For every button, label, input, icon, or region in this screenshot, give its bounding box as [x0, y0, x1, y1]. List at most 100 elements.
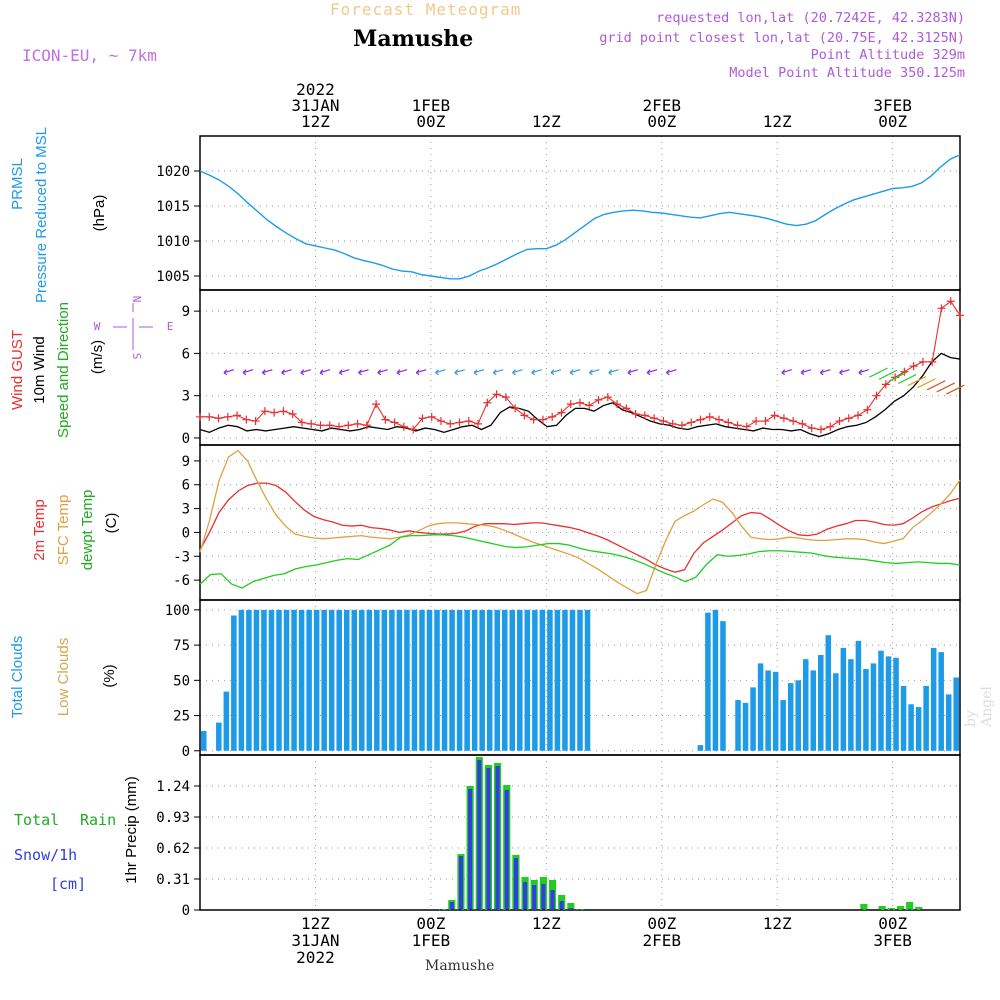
gust-marker	[548, 412, 557, 421]
total-cloud-bar	[411, 609, 418, 751]
compass-n: N	[130, 296, 143, 303]
wind-arrow	[917, 378, 936, 389]
gust-marker	[881, 380, 890, 389]
total-cloud-bar	[404, 609, 410, 751]
gust-marker	[900, 367, 909, 376]
total-cloud-bar	[517, 609, 523, 751]
wind-arrow	[473, 369, 485, 376]
wind-arrow	[839, 369, 850, 376]
gust-marker	[956, 311, 964, 320]
gust-marker	[409, 425, 418, 434]
snow-bar	[458, 856, 464, 910]
wind-arrow	[512, 369, 523, 376]
total-cloud-bar	[201, 731, 207, 751]
wind-arrow	[898, 373, 917, 385]
gust-line	[200, 300, 961, 431]
total-cloud-bar	[720, 621, 726, 751]
total-cloud-bar	[547, 609, 553, 751]
y-tick-label: 0.62	[156, 841, 190, 857]
wind-arrow	[646, 369, 658, 376]
top-time-label: 12Z	[301, 112, 330, 131]
precip-rain-label: Rain	[80, 811, 116, 829]
gust-marker	[854, 411, 863, 420]
bottom-time-label: 12Z	[763, 914, 792, 933]
wind-arrow	[319, 369, 331, 376]
wind-arrow	[907, 376, 927, 387]
y-tick-label: 9	[182, 304, 190, 320]
wind-line	[199, 352, 961, 438]
y-tick-label: 1005	[156, 269, 190, 285]
rain-bar	[906, 902, 914, 910]
total-cloud-bar	[780, 700, 786, 751]
gust-marker	[474, 419, 483, 428]
model-label: ICON-EU, ~ 7km	[22, 46, 157, 65]
snow-bar	[559, 901, 564, 910]
wind-arrow	[242, 369, 254, 376]
top-time-label: 00Z	[878, 112, 907, 131]
gust-marker	[307, 419, 316, 428]
top-time-label: 3FEB	[873, 96, 912, 115]
wind-arrow	[300, 369, 311, 376]
sfc-temp-label: SFC Temp	[55, 495, 72, 566]
snow-bar	[449, 902, 454, 910]
y-tick-label: 0	[182, 744, 190, 760]
total-cloud-bar	[712, 609, 719, 751]
gust-marker	[538, 415, 547, 424]
total-clouds-label: Total Clouds	[9, 636, 26, 719]
total-cloud-bar	[276, 609, 282, 751]
y-tick-label: 100	[165, 603, 190, 619]
total-cloud-bar	[750, 687, 756, 751]
gust-marker	[492, 390, 501, 399]
y-tick-label: 75	[173, 638, 190, 654]
gust-marker	[816, 425, 825, 434]
total-cloud-bar	[870, 663, 877, 751]
panel-frame	[199, 135, 961, 291]
bottom-time-label: 31JAN	[291, 931, 339, 950]
total-cloud-bar	[577, 609, 583, 751]
gust-marker	[520, 411, 529, 420]
gust-marker	[631, 410, 640, 418]
bottom-time-label: 00Z	[416, 914, 445, 933]
top-time-label: 2022	[296, 80, 335, 99]
wind-arrow	[223, 369, 235, 376]
total-cloud-bar	[419, 609, 425, 751]
gust-marker	[418, 414, 427, 423]
total-cloud-bar	[953, 677, 959, 751]
snow-bar	[522, 882, 528, 910]
gust-marker	[576, 398, 584, 407]
wind-arrow	[800, 369, 812, 376]
total-cloud-bar	[885, 656, 892, 751]
total-cloud-bar	[381, 609, 388, 751]
snow-bar	[504, 790, 509, 910]
total-cloud-bar	[554, 609, 561, 751]
total-cloud-bar	[268, 609, 275, 751]
y-tick-label: -6	[173, 573, 190, 589]
gust-marker	[233, 411, 242, 420]
y-tick-label: 6	[182, 346, 190, 362]
snow-bar	[495, 766, 500, 910]
y-tick-label: 9	[182, 454, 190, 470]
y-tick-label: -3	[173, 549, 190, 565]
gust-marker	[455, 418, 464, 427]
compass-e: E	[167, 320, 174, 333]
y-tick-label: 0.93	[156, 810, 190, 826]
total-cloud-bar	[231, 615, 237, 751]
precip-snow-unit: [cm]	[50, 875, 86, 893]
gust-marker	[705, 412, 714, 421]
wind-arrow	[531, 369, 542, 376]
total-cloud-bar	[291, 609, 297, 751]
gust-marker	[557, 408, 566, 417]
bottom-time-label: 00Z	[878, 914, 907, 933]
y-tick-label: 25	[173, 709, 190, 725]
wind-unit: (m/s)	[89, 340, 106, 374]
gust-marker	[752, 417, 761, 426]
wind-arrow	[569, 369, 581, 376]
total-cloud-bar	[584, 609, 591, 751]
total-cloud-bar	[501, 609, 508, 751]
temp-unit: (C)	[103, 513, 120, 534]
wind-arrow	[550, 369, 562, 376]
gust-marker	[650, 414, 659, 423]
total-cloud-bar	[825, 635, 832, 751]
total-cloud-bar	[915, 707, 922, 751]
total-cloud-bar	[945, 694, 952, 751]
